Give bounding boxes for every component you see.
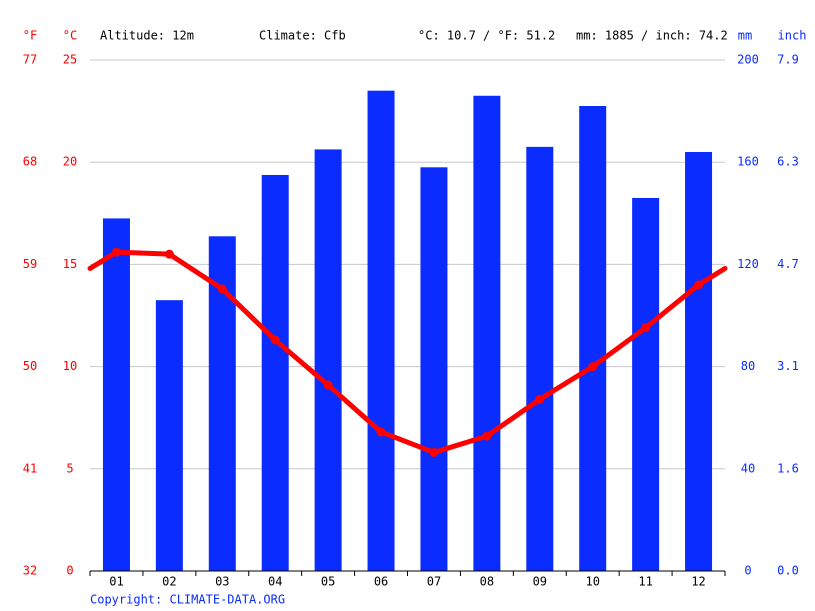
unit-label: mm — [738, 29, 752, 43]
y2-tick-label: 6.3 — [777, 155, 799, 169]
bar — [102, 218, 130, 571]
bar — [579, 105, 607, 572]
x-tick-label: 02 — [162, 575, 176, 589]
point — [694, 280, 704, 290]
x-tick-label: 06 — [374, 575, 388, 589]
y-tick-label: 5 — [66, 461, 73, 475]
bar — [314, 149, 342, 572]
climate: Climate: Cfb — [259, 29, 346, 43]
point — [641, 323, 651, 333]
point — [323, 380, 333, 390]
point — [376, 427, 386, 437]
unit-label: °F — [23, 29, 37, 43]
x-tick-label: 03 — [215, 575, 229, 589]
point — [482, 431, 492, 441]
unit-label: inch — [778, 29, 807, 43]
bar — [261, 174, 289, 571]
precip-total: mm: 1885 / inch: 74.2 — [576, 29, 728, 43]
bar — [155, 300, 183, 571]
x-tick-label: 12 — [691, 575, 705, 589]
x-tick-label: 04 — [268, 575, 282, 589]
y2-tick-label: 0 — [744, 564, 751, 578]
y-tick-label: 32 — [23, 564, 37, 578]
x-tick-label: 10 — [585, 575, 599, 589]
line-edge — [696, 265, 728, 288]
point — [270, 335, 280, 345]
copyright: Copyright: CLIMATE-DATA.ORG — [90, 593, 285, 607]
point — [429, 447, 439, 457]
temp-average: °C: 10.7 / °F: 51.2 — [418, 29, 555, 43]
y-tick-label: 10 — [63, 359, 77, 373]
x-tick-label: 08 — [480, 575, 494, 589]
line — [116, 249, 701, 455]
y2-tick-label: 160 — [737, 155, 759, 169]
y-tick-label: 0 — [66, 564, 73, 578]
y2-tick-label: 120 — [737, 257, 759, 271]
point — [535, 394, 545, 404]
altitude: Altitude: 12m — [100, 29, 194, 43]
y2-tick-label: 7.9 — [777, 53, 799, 67]
unit-label: °C — [63, 29, 77, 43]
bar — [473, 95, 501, 572]
y-tick-label: 77 — [23, 53, 37, 67]
bar — [632, 197, 660, 571]
y-tick-label: 68 — [23, 155, 37, 169]
x-tick-label: 05 — [321, 575, 335, 589]
x-tick-label: 09 — [533, 575, 547, 589]
y2-tick-label: 4.7 — [777, 257, 799, 271]
y-tick-label: 41 — [23, 461, 37, 475]
y2-tick-label: 0.0 — [777, 564, 799, 578]
y-tick-label: 59 — [23, 257, 37, 271]
line-edge — [87, 249, 119, 271]
point — [111, 247, 121, 257]
y-tick-label: 25 — [63, 53, 77, 67]
y2-tick-label: 40 — [741, 461, 755, 475]
point — [164, 249, 174, 259]
y-tick-label: 50 — [23, 359, 37, 373]
bar — [526, 146, 554, 571]
y-tick-label: 15 — [63, 257, 77, 271]
point — [217, 284, 227, 294]
y-tick-label: 20 — [63, 155, 77, 169]
point — [588, 362, 598, 372]
x-tick-label: 01 — [109, 575, 123, 589]
bar — [367, 90, 395, 571]
y2-tick-label: 1.6 — [777, 461, 799, 475]
y2-tick-label: 3.1 — [777, 359, 799, 373]
bar — [685, 151, 713, 572]
x-tick-label: 11 — [638, 575, 652, 589]
bar — [420, 167, 448, 571]
y2-tick-label: 80 — [741, 359, 755, 373]
y2-tick-label: 200 — [737, 53, 759, 67]
x-tick-label: 07 — [427, 575, 441, 589]
